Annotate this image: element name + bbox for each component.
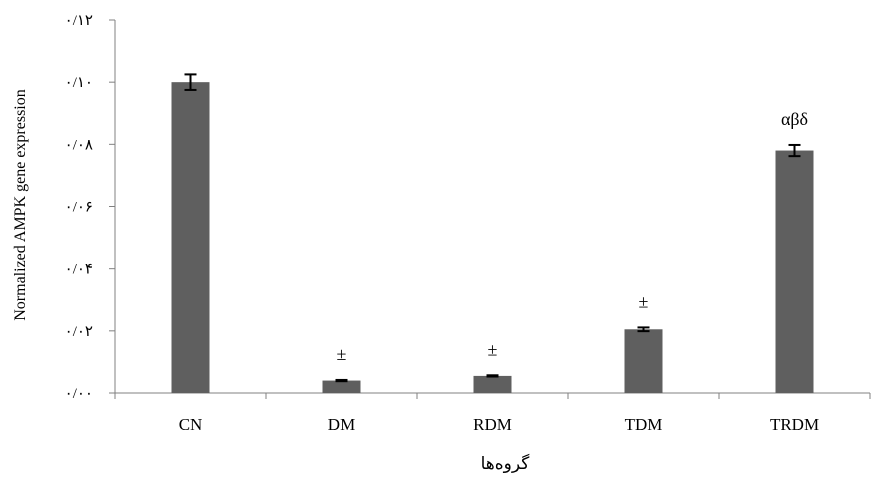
y-tick-label: ۰/۰۶ [65,200,93,216]
bar [171,82,210,394]
bar-annotation: ± [488,339,498,359]
y-tick-label: ۰/۰۰ [65,386,93,402]
x-category-label: DM [328,415,355,434]
x-axis: CN DM RDM TDM TRDM [114,392,871,434]
bar [775,150,814,393]
x-category-label: RDM [473,415,512,434]
x-axis-title: گروه‌ها [481,453,531,474]
y-tick-label: ۰/۰۴ [65,262,93,278]
y-tick-label: ۰/۰۸ [65,137,93,153]
y-tick-label: ۰/۰۲ [65,324,93,340]
bar [473,375,512,393]
bars [171,82,814,394]
bar [624,329,663,393]
bar [322,380,361,393]
y-tick-label: ۰/۱۰ [65,75,93,91]
x-category-label: TRDM [770,415,819,434]
bar-annotation: ± [337,344,347,364]
y-axis: ۰/۰۰ ۰/۰۲ ۰/۰۴ ۰/۰۶ ۰/۰۸ ۰/۱۰ ۰/۱۲ [65,13,116,402]
x-category-label: TDM [625,415,663,434]
bar-annotations: ± ± ± αβδ [337,109,808,364]
error-bars [184,73,801,383]
y-axis-title: Normalized AMPK gene expression [12,89,29,321]
x-category-label: CN [179,415,203,434]
y-tick-label: ۰/۱۲ [65,13,93,29]
bar-annotation: ± [639,291,649,311]
bar-annotation: αβδ [781,109,808,129]
